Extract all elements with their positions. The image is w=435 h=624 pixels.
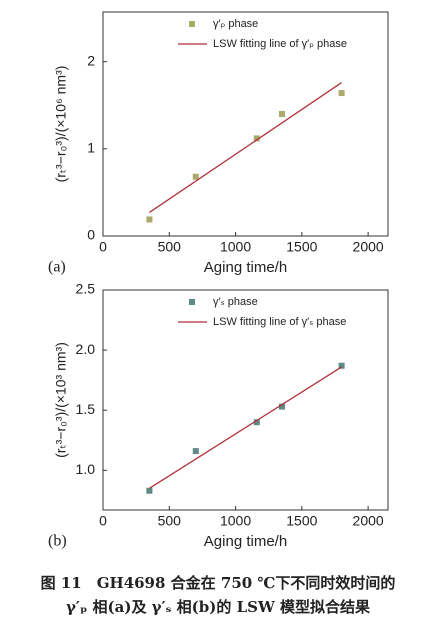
y-tick-label: 1 [87, 140, 95, 156]
y-tick-label: 0 [87, 227, 95, 243]
legend-label: γ′ₛ phase [213, 296, 258, 308]
data-point [253, 135, 260, 142]
data-point [338, 90, 345, 97]
y-tick-label: 1.5 [76, 401, 96, 417]
data-point [192, 173, 199, 180]
y-axis-label: (rₜ³−r₀³)/(×10³ nm³) [53, 342, 69, 458]
legend-marker [189, 299, 195, 305]
y-axis-label: (rₜ³−r₀³)/(×10⁶ nm³) [53, 66, 69, 183]
x-tick-label: 500 [158, 513, 182, 529]
x-tick-label: 2000 [353, 239, 384, 255]
x-axis-label: Aging time/h [204, 259, 287, 276]
x-tick-label: 2000 [353, 513, 384, 529]
fit-line [149, 82, 342, 214]
x-tick-label: 0 [99, 513, 107, 529]
y-tick-label: 1.0 [76, 461, 96, 477]
plot-frame [102, 11, 389, 237]
x-tick-label: 1000 [220, 513, 251, 529]
data-point [278, 110, 285, 117]
x-tick-label: 1000 [220, 239, 251, 255]
data-point [338, 362, 345, 369]
plot-frame [102, 289, 389, 511]
legend-marker [189, 21, 195, 27]
legend-label: LSW fitting line of γ′ₚ phase [213, 38, 347, 50]
x-tick-label: 1500 [286, 239, 317, 255]
legend-label: LSW fitting line of γ′ₛ phase [213, 316, 346, 328]
x-axis-label: Aging time/h [204, 533, 287, 550]
x-tick-label: 1500 [286, 513, 317, 529]
y-tick-label: 2.0 [76, 341, 96, 357]
caption-line: 图 11 GH4698 合金在 750 ℃下不同时效时间的 [41, 574, 396, 592]
caption-line: γ′ₚ 相(a)及 γ′ₛ 相(b)的 LSW 模型拟合结果 [66, 598, 371, 616]
y-tick-label: 2.5 [76, 281, 96, 297]
panel-label: (a) [48, 259, 66, 276]
data-point [253, 419, 260, 426]
legend-label: γ′ₚ phase [213, 18, 258, 30]
x-tick-label: 0 [99, 239, 107, 255]
data-point [192, 448, 199, 455]
panel-label: (b) [48, 533, 67, 550]
data-point [146, 216, 153, 223]
data-point [278, 403, 285, 410]
fit-line [149, 366, 342, 489]
data-point [146, 487, 153, 494]
y-tick-label: 2 [87, 52, 95, 68]
x-tick-label: 500 [158, 239, 182, 255]
